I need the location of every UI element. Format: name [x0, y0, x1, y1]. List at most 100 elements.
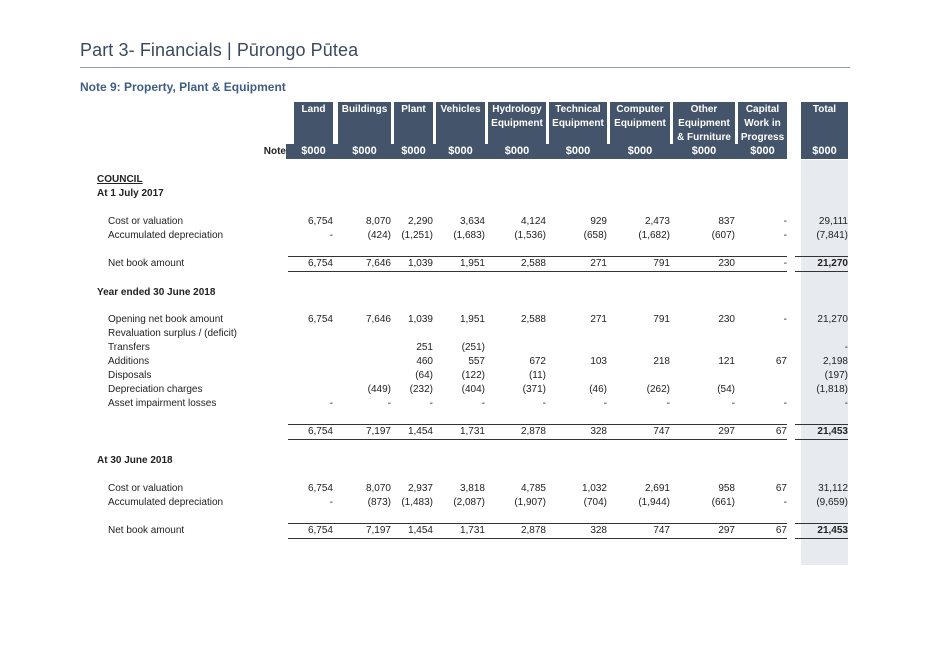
- note-title: Note 9: Property, Plant & Equipment: [80, 80, 286, 94]
- table-cell: 328: [590, 426, 607, 437]
- table-cell: 1,731: [459, 426, 485, 437]
- table-cell: -: [387, 398, 391, 409]
- table-cell: 6,754: [307, 216, 333, 227]
- sum-rule: [430, 439, 485, 440]
- sum-rule: [388, 271, 433, 272]
- table-cell: -: [783, 398, 787, 409]
- table-row: Net book amount 6,754 7,197 1,454 1,731 2,878…: [0, 524, 928, 538]
- total-column-shading: [801, 160, 848, 565]
- table-cell: 837: [718, 216, 735, 227]
- table-cell: 31,112: [818, 483, 848, 494]
- note-column-label: Note: [263, 146, 286, 157]
- sum-rule: [332, 538, 391, 539]
- table-cell: (54): [717, 384, 735, 395]
- table-cell: 2,878: [520, 525, 546, 536]
- sum-rule: [795, 538, 848, 539]
- column-unit: $000: [565, 145, 591, 157]
- table-cell: 7,197: [365, 525, 391, 536]
- table-cell: 1,951: [459, 314, 485, 325]
- row-label: Accumulated depreciation: [108, 497, 224, 508]
- sum-rule: [732, 424, 787, 425]
- table-cell: -: [783, 230, 787, 241]
- row-label: Asset impairment losses: [108, 398, 217, 409]
- sum-rule: [732, 538, 787, 539]
- table-cell: 121: [718, 356, 735, 367]
- table-cell: 1,039: [407, 314, 433, 325]
- column-unit: $000: [301, 145, 326, 157]
- table-cell: 103: [590, 356, 607, 367]
- sum-rule: [482, 523, 546, 524]
- column-header-label: Capital: [745, 104, 780, 115]
- table-cell: 6,754: [307, 314, 333, 325]
- header-band: [286, 144, 294, 159]
- table-cell: 6,754: [307, 258, 333, 269]
- table-cell: -: [542, 398, 546, 409]
- sum-rule: [795, 424, 848, 425]
- table-cell: -: [783, 216, 787, 227]
- table-cell: 7,197: [365, 426, 391, 437]
- sum-rule: [543, 256, 607, 257]
- sum-rule: [332, 523, 391, 524]
- sum-rule: [795, 256, 848, 257]
- row-label: Cost or valuation: [108, 216, 184, 227]
- table-cell: 2,473: [644, 216, 670, 227]
- sum-rule: [388, 439, 433, 440]
- column-header-label: Equipment: [614, 118, 666, 129]
- table-cell: 791: [653, 258, 670, 269]
- table-cell: (1,251): [401, 230, 433, 241]
- header-band: [546, 144, 549, 159]
- sum-rule: [288, 424, 333, 425]
- sum-rule: [667, 424, 735, 425]
- sum-rule: [332, 271, 391, 272]
- table-cell: 2,878: [520, 426, 546, 437]
- column-header-label: Land: [301, 104, 326, 115]
- table-cell: 1,731: [459, 525, 485, 536]
- sum-rule: [288, 538, 333, 539]
- table-cell: 2,290: [407, 216, 433, 227]
- table-cell: -: [329, 230, 333, 241]
- header-band: [607, 144, 610, 159]
- table-cell: 2,588: [520, 314, 546, 325]
- table-cell: (11): [528, 370, 546, 381]
- table-cell: 3,634: [459, 216, 485, 227]
- section-year-ended-2018: Year ended 30 June 2018: [97, 287, 216, 298]
- table-cell: (658): [583, 230, 607, 241]
- table-cell: (1,682): [638, 230, 670, 241]
- sum-rule: [430, 424, 485, 425]
- column-unit: $000: [401, 145, 426, 157]
- table-cell: 2,198: [822, 356, 848, 367]
- table-cell: (1,483): [401, 497, 433, 508]
- table-row: Accumulated depreciation - (424) (1,251) (1,…: [0, 229, 928, 243]
- sum-rule: [332, 424, 391, 425]
- column-header-label: Plant: [401, 104, 426, 115]
- table-cell: (9,659): [816, 497, 848, 508]
- sum-rule: [543, 523, 607, 524]
- sum-rule: [543, 271, 607, 272]
- column-header-label: Other: [690, 104, 718, 115]
- table-cell: 271: [590, 314, 607, 325]
- table-row: Disposals (64) (122) (11) (197): [0, 369, 928, 383]
- column-header-label: Equipment: [552, 118, 604, 129]
- table-cell: (404): [461, 384, 485, 395]
- table-cell: (262): [646, 384, 670, 395]
- sum-rule: [430, 271, 485, 272]
- column-header: Capital Work in Progress $000: [738, 102, 787, 159]
- table-cell: 6,754: [307, 525, 333, 536]
- sum-rule: [604, 424, 670, 425]
- sum-rule: [604, 256, 670, 257]
- table-cell: 21,270: [817, 258, 848, 269]
- table-row: Revaluation surplus / (deficit): [0, 327, 928, 341]
- table-cell: 230: [718, 258, 735, 269]
- table-cell: 1,032: [581, 483, 607, 494]
- table-cell: (251): [461, 342, 485, 353]
- table-cell: 67: [775, 525, 787, 536]
- column-unit: $000: [750, 145, 775, 157]
- column-header-label: Buildings: [341, 104, 388, 115]
- sum-rule: [604, 538, 670, 539]
- column-header-label: Work in: [744, 118, 781, 129]
- table-cell: 328: [590, 525, 607, 536]
- table-cell: -: [481, 398, 485, 409]
- table-cell: (607): [711, 230, 735, 241]
- table-cell: 1,039: [407, 258, 433, 269]
- header-band: [333, 144, 338, 159]
